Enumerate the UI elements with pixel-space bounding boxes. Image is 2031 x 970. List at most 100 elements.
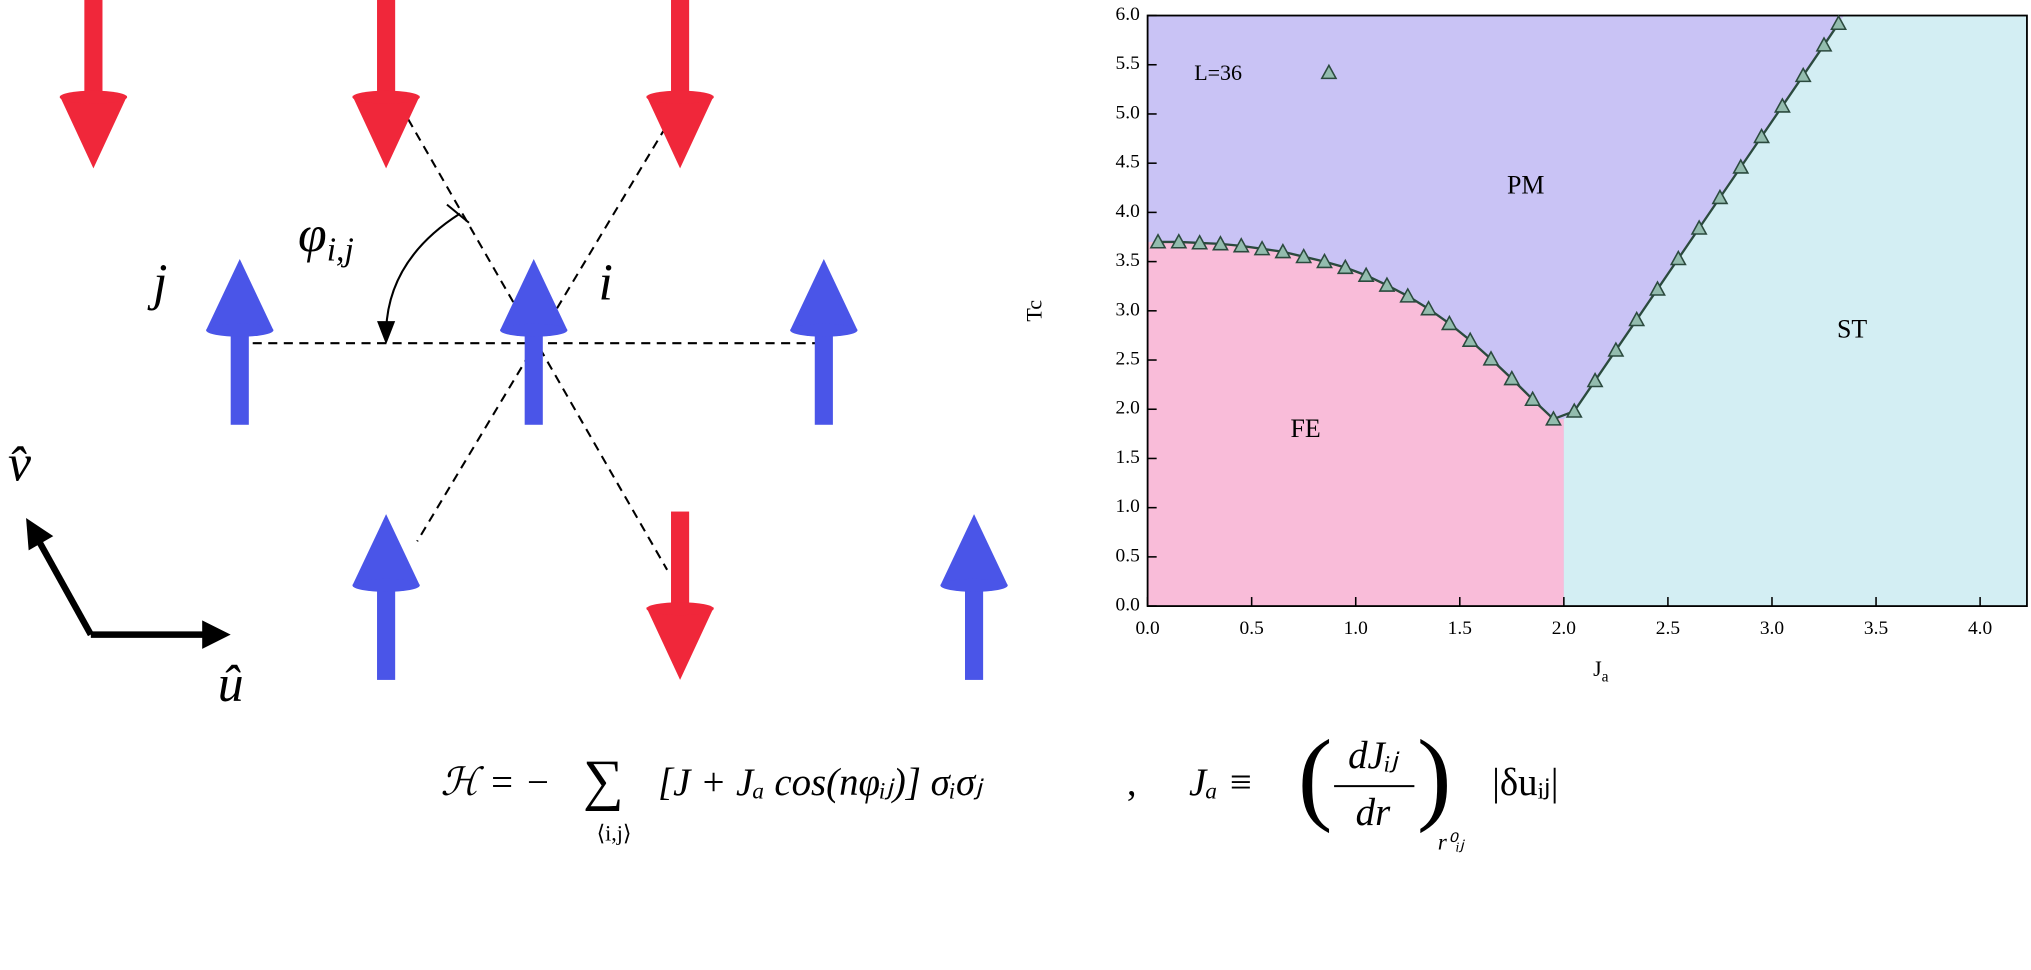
equation: ℋ = − ∑ ⟨i,j⟩ [J + Jₐ cos(nφᵢⱼ)] σᵢσⱼ , …	[440, 720, 1558, 856]
spin-shaft	[964, 578, 984, 680]
y-tick-label: 4.0	[1116, 201, 1140, 222]
angle-arrowhead	[377, 321, 396, 345]
data-point	[1170, 233, 1188, 249]
spin-cone-base	[940, 578, 1008, 592]
spin-cone	[646, 95, 714, 169]
phi-sub: i,j	[327, 231, 354, 268]
y-axis-label: Tc	[1021, 300, 1046, 322]
region-label: PM	[1507, 171, 1544, 200]
bond	[407, 118, 669, 571]
spin-shaft	[377, 0, 396, 102]
region-st	[1563, 15, 2027, 607]
data-point	[1607, 341, 1625, 357]
x-tick-label: 3.5	[1864, 618, 1888, 639]
data-point	[1773, 97, 1791, 113]
eq-rhs: Jₐ ≡	[1189, 761, 1254, 804]
angle-arc	[385, 212, 461, 331]
data-point	[1711, 188, 1729, 205]
angle-mark	[446, 203, 470, 224]
spin-cone-base	[790, 323, 858, 337]
phase-diagram: 0.0 0.5 1.0 1.5 2.0 2.5 3.0 3.5 4.0 4.5 5.0 5.5 6.0 0…	[1021, 4, 2028, 685]
series-line	[1158, 22, 1840, 421]
eq-sum-sub: ⟨i,j⟩	[597, 820, 632, 845]
region-label: ST	[1837, 314, 1867, 343]
spin-cone-base	[206, 323, 274, 337]
spin-cone	[352, 514, 420, 586]
spin-cone-base	[352, 578, 420, 592]
data-point	[1316, 252, 1333, 269]
spin-shaft	[671, 0, 690, 102]
y-tick-label: 5.5	[1116, 53, 1140, 74]
legend-label: L=36	[1194, 60, 1242, 85]
x-tick-label: 2.5	[1656, 618, 1680, 639]
data-point	[1524, 390, 1542, 407]
x-tick-label: 1.0	[1344, 618, 1368, 639]
y-tick-label: 2.5	[1116, 348, 1140, 369]
data-point	[1295, 247, 1313, 264]
spin-cone	[59, 95, 128, 169]
spin-shaft	[377, 578, 396, 680]
x-axis-label-sub: a	[1602, 668, 1609, 685]
data-point	[1815, 36, 1833, 52]
x-tick-label: 1.5	[1448, 618, 1472, 639]
data-point	[1649, 280, 1666, 296]
spin-cone-base	[352, 90, 420, 104]
data-point	[1545, 410, 1562, 426]
y-tick-label: 1.5	[1116, 447, 1140, 468]
x-tick-label: 4.0	[1968, 618, 1992, 639]
data-point	[1794, 66, 1812, 83]
eq-sum: ∑	[583, 749, 624, 812]
unit-vectors	[36, 539, 208, 638]
data-point	[1212, 235, 1229, 251]
x-tick-label: 0.0	[1135, 618, 1159, 639]
spin-cone	[500, 259, 568, 331]
phi: φ	[298, 206, 327, 263]
spin-cone	[206, 259, 274, 331]
u-arrowhead	[202, 620, 231, 649]
x-axis-label-base: J	[1593, 656, 1602, 681]
y-tick-label: 5.0	[1116, 102, 1140, 123]
data-point	[1357, 266, 1375, 282]
y-tick-label: 4.5	[1116, 152, 1140, 173]
data-point	[1440, 314, 1458, 331]
data-point	[1586, 371, 1604, 388]
x-axis-label: Ja	[1593, 656, 1609, 685]
y-tick-label: 0.5	[1116, 545, 1140, 566]
spin-shaft	[814, 323, 833, 425]
lattice-diagram: φi,j j i v̂ û	[8, 0, 1008, 713]
spin-cone	[940, 514, 1008, 586]
data-point	[1274, 243, 1292, 259]
data-point	[1732, 158, 1750, 174]
spin-shaft	[524, 323, 543, 425]
y-tick-label: 6.0	[1116, 4, 1140, 25]
data-point	[1149, 233, 1167, 249]
eq-frac-den: dr	[1356, 791, 1391, 834]
spin-cone-base	[646, 602, 714, 616]
data-point	[1399, 287, 1417, 303]
y-tick-label: 3.5	[1116, 250, 1140, 271]
spin-cone	[790, 259, 858, 331]
y-tick-label: 2.0	[1116, 398, 1140, 419]
data-point	[1232, 237, 1250, 253]
x-tick-label: 3.0	[1760, 618, 1784, 639]
data-point	[1482, 350, 1500, 366]
site-i-label: i	[598, 254, 612, 311]
v-axis	[36, 539, 94, 637]
v-arrowhead	[26, 518, 54, 551]
eq-sep: ,	[1127, 761, 1137, 804]
data-point	[1420, 300, 1438, 316]
spin-cone	[352, 95, 420, 169]
data-point	[1565, 402, 1583, 418]
eq-frac-num: dJᵢⱼ	[1348, 734, 1400, 777]
y-tick-label: 0.0	[1116, 595, 1140, 616]
u-label: û	[218, 656, 244, 713]
v-label: v̂	[8, 436, 31, 493]
data-point	[1191, 234, 1209, 250]
data-point	[1378, 276, 1396, 292]
eq-tail: |δuᵢⱼ|	[1492, 761, 1558, 804]
site-j-label: j	[147, 254, 167, 311]
eq-paren-r: )	[1417, 720, 1452, 834]
legend-marker	[1320, 63, 1338, 80]
